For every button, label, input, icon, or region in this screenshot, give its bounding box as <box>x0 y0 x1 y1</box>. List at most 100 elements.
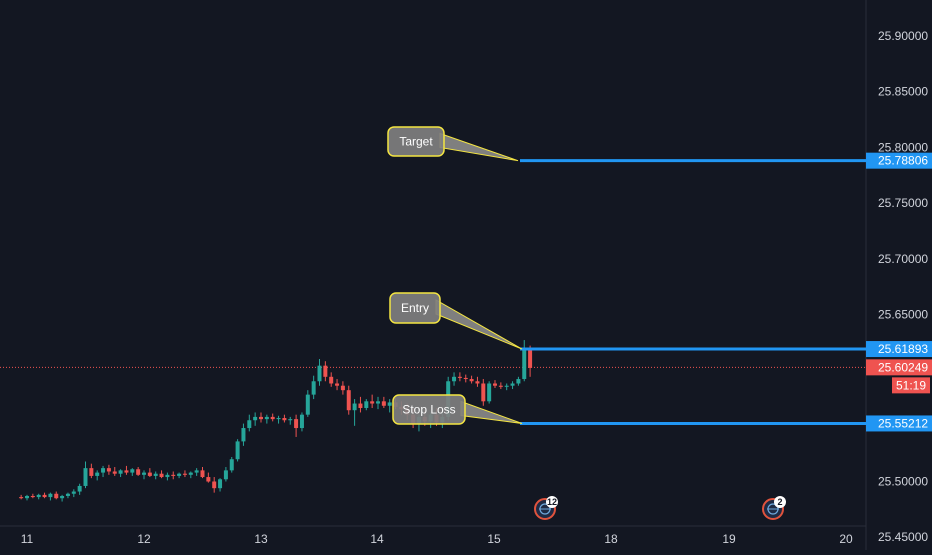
target-callout-box <box>387 126 445 157</box>
candle-body <box>282 418 287 421</box>
entry-callout-box <box>389 292 441 324</box>
candle-body <box>259 416 263 420</box>
candle-body <box>381 401 386 406</box>
candle-body <box>212 481 217 489</box>
candle-body <box>112 471 117 474</box>
candle-body <box>317 365 322 382</box>
stop-loss-price-tag <box>866 415 932 432</box>
candle-body <box>65 493 70 496</box>
candle-body <box>71 491 76 494</box>
candle-body <box>463 377 468 380</box>
candle-body <box>253 416 258 421</box>
x-tick-label: 12 <box>137 532 151 546</box>
candle-body <box>510 383 515 386</box>
current-price-tag <box>866 359 932 376</box>
candle-body <box>487 383 492 402</box>
candle-body <box>299 414 304 429</box>
candle-body <box>270 416 275 420</box>
candle-body <box>452 376 457 382</box>
candle-body <box>229 459 234 471</box>
candle-body <box>42 494 47 498</box>
y-tick-label: 25.45000 <box>878 530 928 544</box>
countdown-label: 51:19 <box>896 378 926 392</box>
candle-body <box>48 493 53 498</box>
candle-body <box>130 469 135 473</box>
candle-body <box>346 390 351 411</box>
candle-body <box>323 365 328 377</box>
candle-body <box>522 350 527 380</box>
stop-loss-price-label: 25.55212 <box>878 416 928 430</box>
candle-body <box>177 473 182 476</box>
candle-body <box>376 401 380 404</box>
candle-body <box>142 472 146 475</box>
target-price-label: 25.78806 <box>878 154 928 168</box>
x-tick-label: 11 <box>21 532 34 546</box>
candle-body <box>305 394 310 415</box>
x-tick-label: 13 <box>254 532 268 546</box>
y-tick-label: 25.90000 <box>878 29 928 43</box>
candle-body <box>358 403 363 408</box>
stop-loss-callout[interactable]: Stop Loss <box>392 394 523 425</box>
candle-body <box>364 401 369 408</box>
x-tick-label: 20 <box>839 532 853 546</box>
candle-body <box>335 383 340 386</box>
candle-body <box>106 468 111 472</box>
entry-price-label: 25.61893 <box>878 342 928 356</box>
current-price-label: 25.60249 <box>878 360 928 374</box>
entry-callout-label: Entry <box>401 301 429 315</box>
candle-body <box>182 473 187 475</box>
candle-body <box>153 473 158 476</box>
candle-body <box>329 376 334 384</box>
y-tick-label: 25.75000 <box>878 196 928 210</box>
candle-body <box>30 495 35 498</box>
entry-callout[interactable]: Entry <box>389 292 523 350</box>
y-tick-label: 25.50000 <box>878 475 928 489</box>
candle-body <box>294 419 299 429</box>
stop-loss-callout-box <box>392 394 466 425</box>
y-tick-label: 25.65000 <box>878 307 928 321</box>
target-callout-label: Target <box>399 135 433 149</box>
x-tick-label: 19 <box>722 532 736 546</box>
candle-body <box>77 485 82 492</box>
candle-body <box>101 468 106 473</box>
candle-body <box>218 479 223 489</box>
candle-body <box>19 497 24 499</box>
candle-body <box>89 468 94 476</box>
candle-body <box>136 469 141 475</box>
event-count-bubble <box>774 496 786 508</box>
target-callout[interactable]: Target <box>387 126 519 162</box>
candle-body <box>498 385 503 387</box>
candle-body <box>147 472 152 476</box>
candle-body <box>60 495 65 499</box>
event-badge[interactable]: 2 <box>762 496 786 520</box>
candle-body <box>528 350 533 368</box>
event-badge[interactable]: 12 <box>534 496 558 520</box>
candle-body <box>118 470 123 474</box>
target-price-tag <box>866 152 932 169</box>
candle-body <box>311 381 316 395</box>
candle-body <box>206 477 211 482</box>
candle-body <box>235 441 240 460</box>
candle-body <box>95 472 100 476</box>
candle-body <box>83 468 88 486</box>
candle-body <box>264 416 269 420</box>
candle-body <box>481 383 486 402</box>
event-count-bubble <box>546 496 558 508</box>
candle-body <box>247 420 252 429</box>
stop-loss-callout-label: Stop Loss <box>402 403 455 417</box>
y-tick-label: 25.80000 <box>878 140 928 154</box>
candle-body <box>241 428 246 442</box>
x-tick-label: 14 <box>370 532 384 546</box>
candle-body <box>54 493 59 499</box>
entry-price-tag <box>866 341 932 358</box>
candle-body <box>188 472 193 475</box>
candle-body <box>469 379 474 382</box>
candle-body <box>493 383 497 386</box>
x-tick-label: 18 <box>604 532 618 546</box>
x-tick-label: 15 <box>487 532 501 546</box>
candle-body <box>36 494 41 498</box>
event-count-label: 2 <box>777 497 782 507</box>
event-count-label: 12 <box>547 497 557 507</box>
